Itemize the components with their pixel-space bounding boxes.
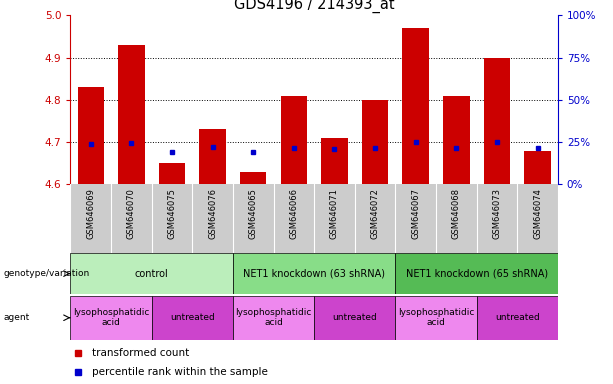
Text: NET1 knockdown (65 shRNA): NET1 knockdown (65 shRNA)	[406, 268, 547, 279]
Bar	[118, 45, 145, 184]
Bar	[70, 296, 152, 340]
Bar	[314, 296, 395, 340]
Text: GSM646070: GSM646070	[127, 188, 136, 238]
Text: lysophosphatidic
acid: lysophosphatidic acid	[235, 308, 312, 328]
Text: GSM646066: GSM646066	[289, 188, 299, 239]
Bar	[281, 96, 307, 184]
Text: percentile rank within the sample: percentile rank within the sample	[93, 367, 268, 377]
Text: GSM646068: GSM646068	[452, 188, 461, 239]
Bar	[240, 172, 267, 184]
Bar	[524, 151, 550, 184]
Text: untreated: untreated	[495, 313, 539, 322]
Text: GSM646067: GSM646067	[411, 188, 420, 239]
Text: control: control	[135, 268, 169, 279]
Bar	[443, 96, 470, 184]
Bar	[395, 253, 558, 294]
Bar	[152, 296, 233, 340]
Text: GSM646076: GSM646076	[208, 188, 217, 239]
Bar	[233, 253, 395, 294]
Bar	[395, 296, 477, 340]
Bar	[233, 296, 314, 340]
Text: GSM646075: GSM646075	[167, 188, 177, 238]
Bar	[70, 253, 233, 294]
Bar	[321, 138, 348, 184]
Text: lysophosphatidic
acid: lysophosphatidic acid	[73, 308, 150, 328]
Bar	[477, 296, 558, 340]
Text: transformed count: transformed count	[93, 348, 189, 358]
Text: NET1 knockdown (63 shRNA): NET1 knockdown (63 shRNA)	[243, 268, 385, 279]
Text: GSM646069: GSM646069	[86, 188, 95, 238]
Text: agent: agent	[3, 313, 29, 322]
Text: lysophosphatidic
acid: lysophosphatidic acid	[398, 308, 474, 328]
Text: genotype/variation: genotype/variation	[3, 269, 89, 278]
Text: GSM646072: GSM646072	[371, 188, 379, 238]
Bar	[484, 58, 510, 184]
Text: untreated: untreated	[332, 313, 377, 322]
Text: untreated: untreated	[170, 313, 215, 322]
Bar	[199, 129, 226, 184]
Bar	[403, 28, 429, 184]
Bar	[362, 100, 388, 184]
Text: GSM646073: GSM646073	[492, 188, 501, 239]
Title: GDS4196 / 214393_at: GDS4196 / 214393_at	[234, 0, 395, 13]
Bar	[159, 163, 185, 184]
Bar	[78, 87, 104, 184]
Text: GSM646071: GSM646071	[330, 188, 339, 238]
Text: GSM646065: GSM646065	[249, 188, 257, 238]
Text: GSM646074: GSM646074	[533, 188, 542, 238]
